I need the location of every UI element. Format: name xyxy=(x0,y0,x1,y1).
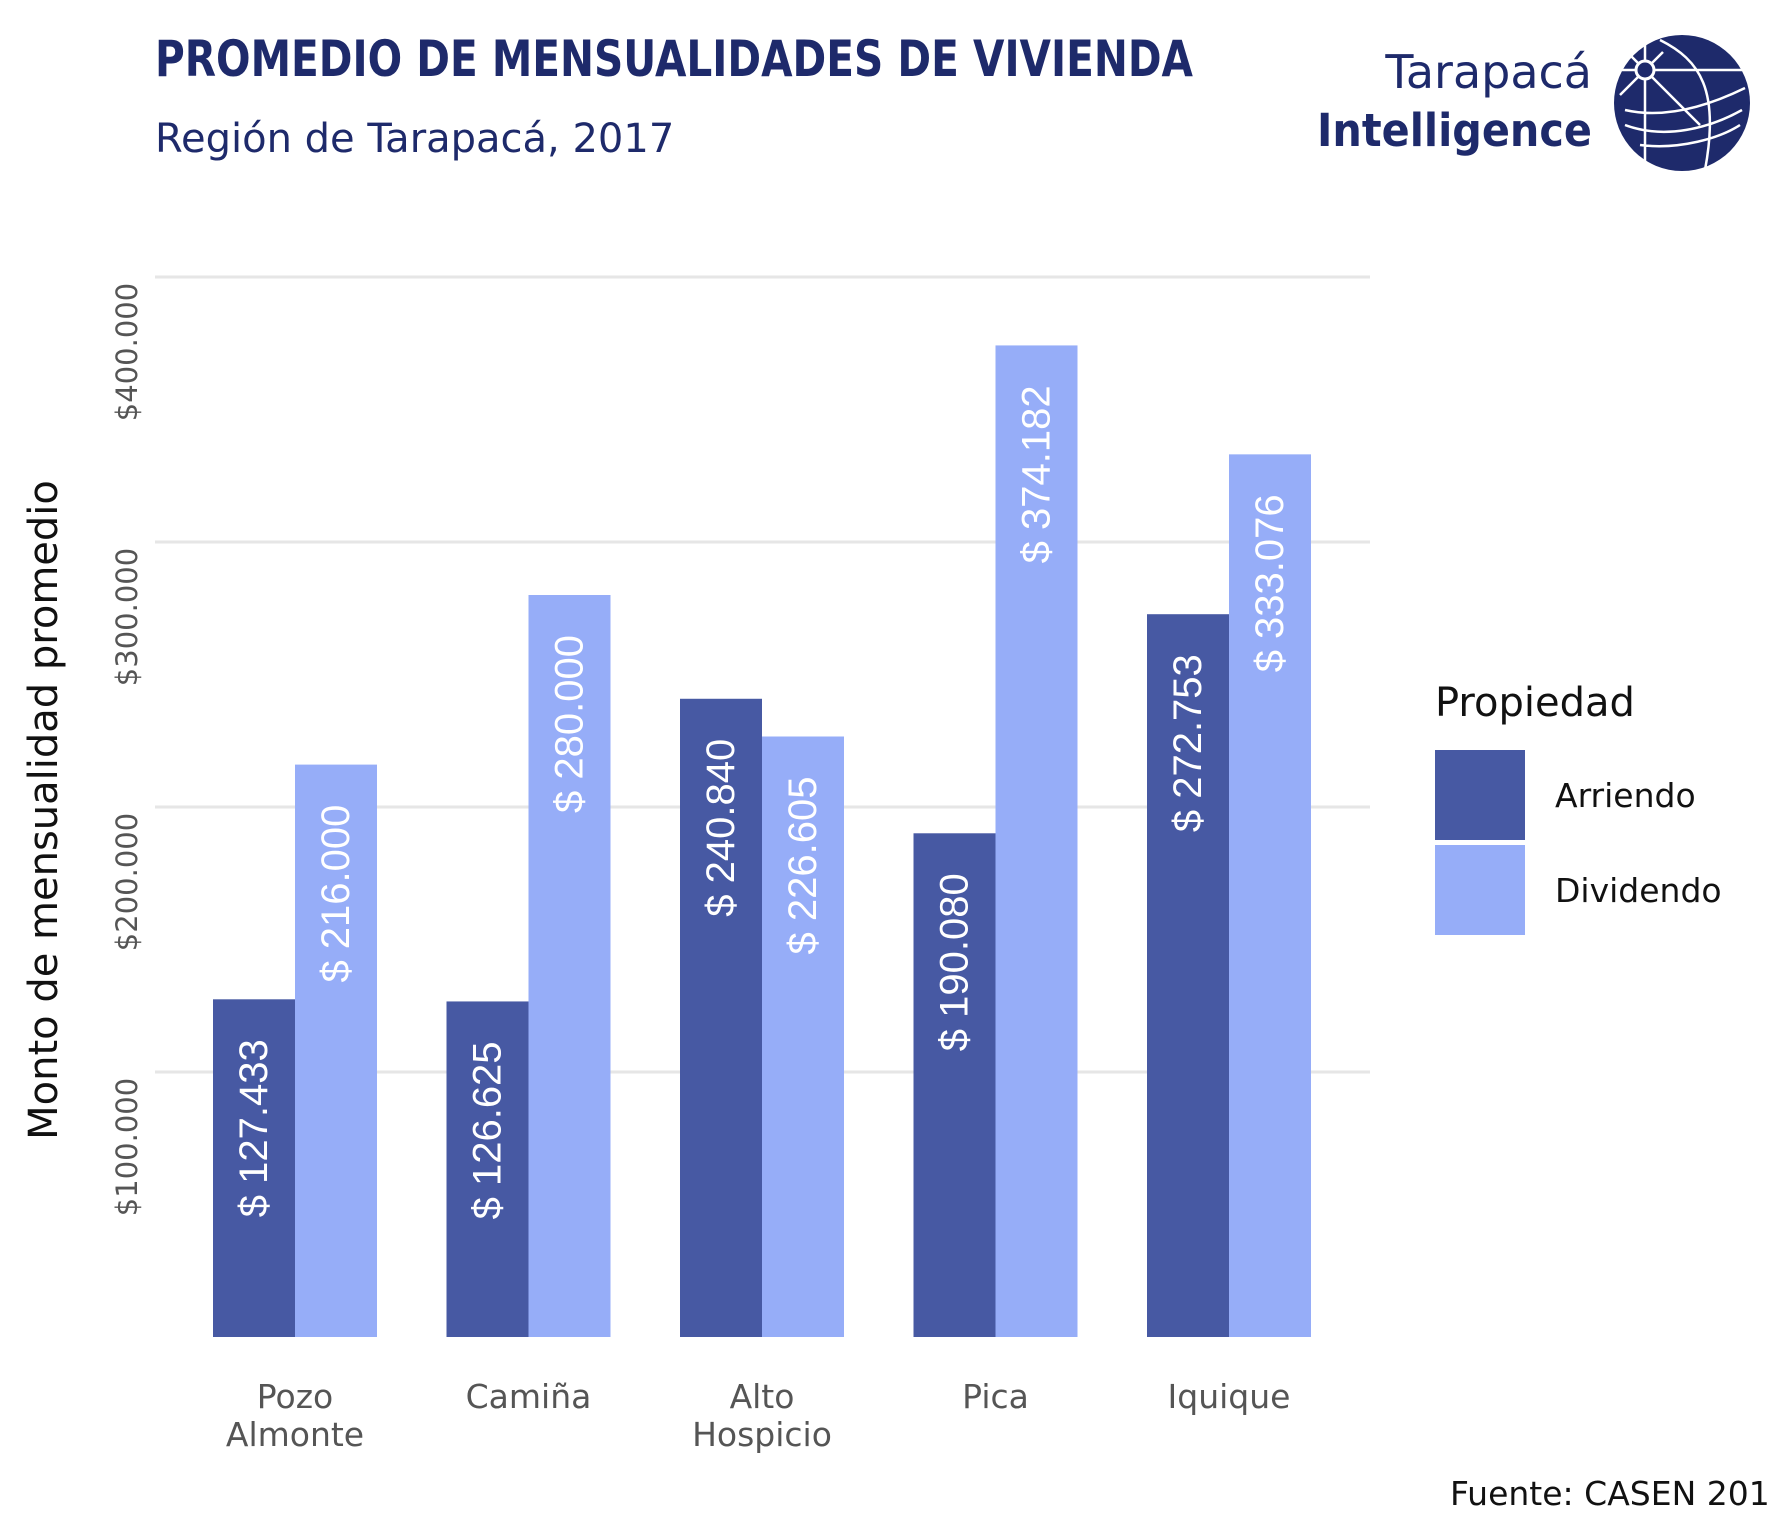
bar-arriendo xyxy=(680,698,762,1337)
x-tick-label: Camiña xyxy=(466,1377,592,1416)
legend-label-arriendo: Arriendo xyxy=(1555,776,1696,815)
y-tick-label: $300.000 xyxy=(110,548,144,686)
bar-label-dividendo: $ 374.182 xyxy=(1015,385,1059,563)
bar-label-arriendo: $ 126.625 xyxy=(466,1041,510,1219)
chart-subtitle: Región de Tarapacá, 2017 xyxy=(155,116,674,162)
y-axis-label: Monto de mensualidad promedio xyxy=(21,480,67,1140)
y-tick-label: $200.000 xyxy=(110,813,144,951)
x-tick-label: Almonte xyxy=(226,1415,364,1454)
bar-label-arriendo: $ 190.080 xyxy=(933,873,977,1051)
bar-label-arriendo: $ 240.840 xyxy=(699,739,743,917)
bar-label-dividendo: $ 216.000 xyxy=(314,805,358,983)
x-tick-label: Pica xyxy=(962,1377,1029,1416)
y-axis-ticks: $100.000 $200.000 $300.000 $400.000 xyxy=(110,283,144,1216)
bar-dividendo xyxy=(295,764,377,1337)
brand-line2: Intelligence xyxy=(1317,104,1592,157)
bar-label-arriendo: $ 272.753 xyxy=(1166,654,1210,832)
bar-arriendo xyxy=(213,999,295,1337)
bar-dividendo xyxy=(995,345,1078,1337)
y-tick-label: $100.000 xyxy=(110,1078,144,1216)
x-tick-label: Alto xyxy=(730,1377,795,1416)
globe-logo-icon xyxy=(1614,35,1750,171)
y-tick-label: $400.000 xyxy=(110,283,144,421)
bars xyxy=(213,345,1311,1337)
legend-label-dividendo: Dividendo xyxy=(1555,871,1722,910)
bar-dividendo xyxy=(762,736,844,1337)
bar-arriendo xyxy=(913,833,996,1337)
bar-dividendo xyxy=(1229,454,1311,1337)
legend-title: Propiedad xyxy=(1435,680,1635,726)
bar-label-dividendo: $ 280.000 xyxy=(548,635,592,813)
legend-swatch-arriendo xyxy=(1435,750,1525,840)
x-tick-label: Hospicio xyxy=(692,1415,832,1454)
legend-swatch-dividendo xyxy=(1435,845,1525,935)
bar-dividendo xyxy=(528,595,611,1337)
chart-title: PROMEDIO DE MENSUALIDADES DE VIVIENDA xyxy=(155,30,1193,88)
source-note: Fuente: CASEN 201 xyxy=(1450,1474,1770,1513)
bar-arriendo xyxy=(446,1001,529,1337)
bar-arriendo xyxy=(1147,614,1229,1337)
legend: Propiedad Arriendo Dividendo xyxy=(1435,680,1722,935)
x-tick-label: Iquique xyxy=(1168,1377,1291,1416)
bar-label-dividendo: $ 226.605 xyxy=(781,776,825,954)
bar-label-dividendo: $ 333.076 xyxy=(1248,494,1292,672)
brand-logo: Tarapacá Intelligence xyxy=(1317,35,1750,171)
bar-labels: $ 127.433 $ 216.000 $ 126.625 $ 280.000 $ 24… xyxy=(232,385,1292,1219)
brand-line1: Tarapacá xyxy=(1384,45,1592,99)
bar-label-arriendo: $ 127.433 xyxy=(232,1039,276,1217)
x-tick-label: Pozo xyxy=(257,1377,333,1416)
